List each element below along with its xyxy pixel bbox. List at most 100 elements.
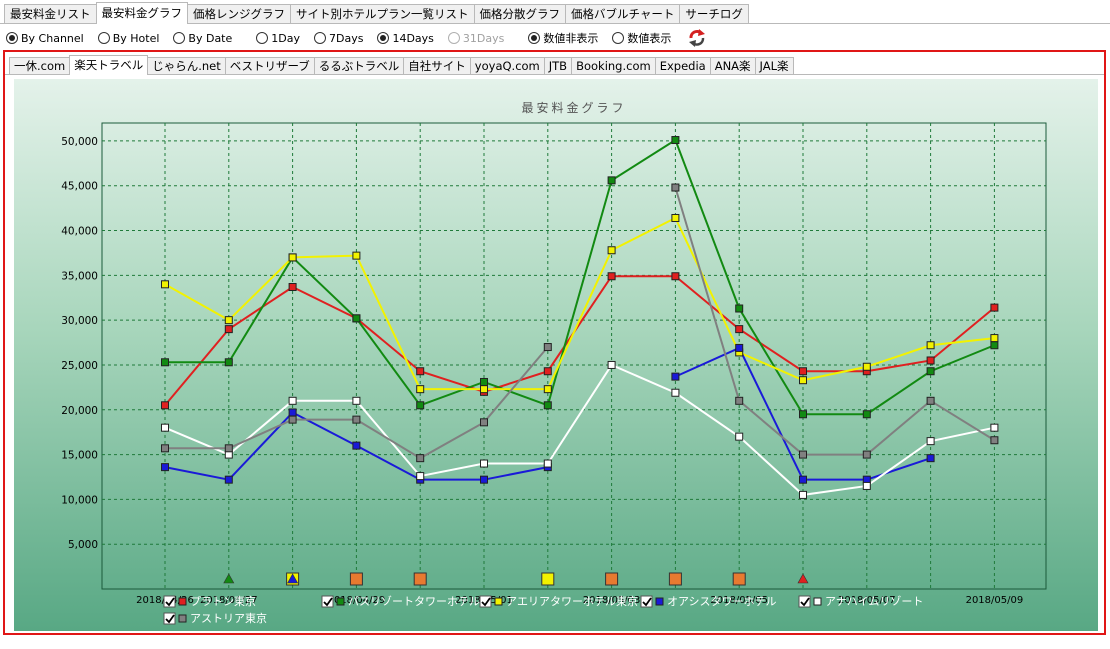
check-icon (800, 597, 810, 607)
data-point (288, 282, 297, 291)
x-tick-label: 2018/05/03 (583, 595, 641, 606)
data-point (671, 388, 680, 397)
data-point (607, 176, 616, 185)
data-point (607, 246, 616, 255)
data-point (224, 325, 233, 334)
data-point (799, 376, 807, 385)
data-point (799, 367, 807, 376)
channel-tab-1[interactable]: 楽天トラベル (69, 55, 149, 75)
data-point (862, 362, 871, 371)
data-point (671, 136, 680, 145)
check-icon (323, 597, 333, 607)
data-point (288, 408, 297, 417)
x-tick-label: 2018/04/27 (200, 595, 258, 606)
channel-tab-9[interactable]: Expedia (654, 57, 711, 75)
radio-indicator (377, 32, 390, 44)
channel-tab-0[interactable]: 一休.com (9, 57, 71, 75)
data-point (224, 316, 233, 325)
data-point (288, 253, 297, 262)
data-point (862, 450, 871, 459)
data-point (862, 481, 871, 490)
tab-divider (0, 23, 1110, 24)
data-point (352, 251, 361, 260)
y-tick-label: 10,000 (61, 494, 98, 506)
data-point (671, 372, 680, 381)
data-point (735, 325, 744, 334)
data-point (735, 343, 744, 352)
radio-indicator (314, 32, 327, 44)
y-tick-label: 15,000 (61, 450, 98, 462)
main-tab-bar: 最安料金リスト 最安料金グラフ 価格レンジグラフ サイト別ホテルプラン一覧リスト 価格分… (4, 2, 749, 24)
legend-swatch (494, 597, 503, 606)
data-point (926, 341, 935, 350)
legend-swatch (178, 597, 187, 606)
data-point (862, 410, 871, 419)
channel-tab-8[interactable]: Booking.com (571, 57, 656, 75)
channel-tab-bar: 一休.com 楽天トラベル じゃらん.net ベストリザーブ るるぶトラベル 自社サイト y… (9, 55, 794, 75)
channel-tab-3[interactable]: ベストリザーブ (224, 57, 315, 75)
radio-indicator (447, 32, 460, 44)
radio-label: 31Days (462, 31, 505, 45)
data-point (480, 377, 488, 386)
event-marker-triangle (287, 573, 299, 584)
radio-14days[interactable]: 14Days (377, 31, 434, 45)
main-tab-5[interactable]: 価格バブルチャート (565, 4, 681, 24)
radio-indicator (528, 32, 541, 44)
radio-by-hotel[interactable]: By Hotel (97, 32, 159, 45)
radio-indicator (173, 32, 186, 44)
channel-tab-7[interactable]: JTB (543, 57, 573, 75)
channel-tab-2[interactable]: じゃらん.net (147, 57, 226, 75)
data-point (799, 490, 807, 499)
main-tab-1[interactable]: 最安料金グラフ (95, 2, 188, 24)
channel-tab-6[interactable]: yoyaQ.com (469, 57, 545, 75)
radio-by-channel[interactable]: By Channel (6, 32, 84, 45)
radio-by-date[interactable]: By Date (173, 32, 232, 45)
main-tab-6[interactable]: サーチログ (679, 4, 749, 24)
channel-tab-11[interactable]: JAL楽 (754, 57, 794, 75)
radio-label: 14Days (392, 31, 434, 45)
data-point (543, 367, 552, 376)
legend-checkbox (640, 595, 653, 608)
channel-tab-5[interactable]: 自社サイト (403, 57, 471, 75)
legend-swatch (178, 614, 187, 623)
data-point (671, 272, 680, 281)
data-point (416, 454, 425, 463)
main-tab-3[interactable]: サイト別ホテルプラン一覧リスト (290, 4, 475, 24)
refresh-icon[interactable] (687, 27, 707, 49)
radio-label: 7Days (329, 31, 364, 45)
legend-swatch (813, 597, 822, 606)
radio-31days[interactable]: 31Days (447, 31, 505, 45)
data-point (990, 303, 999, 312)
radio-1day[interactable]: 1Day (256, 32, 300, 45)
legend-label: アエリアタワーホテル東京 (506, 594, 638, 608)
line-chart: 最安料金グラフ 5,000 10,000 15,000 20,000 25,000 30,0… (61, 100, 1047, 625)
radio-show-values[interactable]: 数値表示 (612, 30, 671, 46)
main-tab-0[interactable]: 最安料金リスト (4, 4, 97, 24)
y-tick-label: 5,000 (68, 539, 98, 551)
y-tick-label: 45,000 (61, 181, 98, 193)
data-point (607, 272, 616, 281)
options-bar: By Channel By Hotel By Date 1Day 7Days 1… (6, 26, 706, 50)
data-point (990, 334, 999, 343)
data-point (161, 423, 169, 432)
data-point (671, 183, 680, 192)
data-point (416, 367, 425, 376)
legend-item: オアシスタワーホテル (640, 595, 777, 608)
legend-checkbox (479, 595, 492, 608)
data-point (224, 444, 233, 453)
legend-label: パスリゾートタワーホテル (348, 595, 480, 608)
channel-tab-10[interactable]: ANA楽 (709, 57, 756, 75)
event-marker-square (541, 572, 555, 586)
channel-tab-4[interactable]: るるぶトラベル (313, 57, 405, 75)
y-tick-label: 35,000 (61, 270, 98, 282)
radio-hide-values[interactable]: 数値非表示 (528, 30, 598, 46)
event-marker-square (732, 572, 746, 586)
check-icon (642, 597, 652, 607)
main-tab-2[interactable]: 価格レンジグラフ (187, 4, 291, 24)
radio-7days[interactable]: 7Days (314, 32, 363, 45)
data-point (990, 341, 999, 350)
data-point (352, 396, 361, 405)
main-tab-4[interactable]: 価格分散グラフ (473, 4, 566, 24)
data-point (671, 213, 680, 222)
data-point (926, 396, 935, 405)
